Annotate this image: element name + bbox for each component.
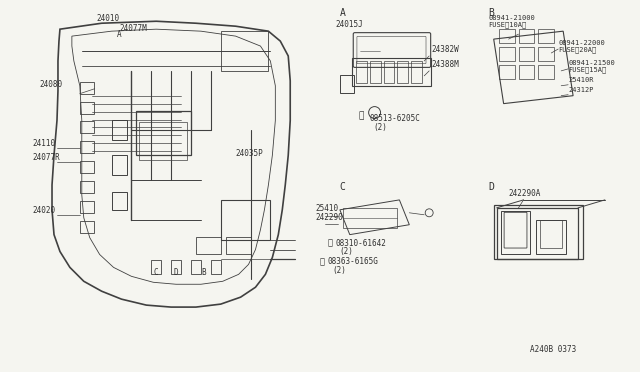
Bar <box>340 75 354 93</box>
Text: (2): (2) <box>374 124 387 132</box>
Text: Ⓢ: Ⓢ <box>328 238 333 247</box>
Bar <box>80 161 93 173</box>
Bar <box>497 208 578 259</box>
Bar <box>136 110 191 155</box>
Text: D: D <box>173 268 178 277</box>
Bar <box>540 220 562 247</box>
Text: A240B 0373: A240B 0373 <box>530 345 577 354</box>
Text: 242290: 242290 <box>315 213 343 222</box>
Text: B: B <box>201 268 205 277</box>
Bar <box>221 31 268 71</box>
Bar <box>111 192 127 210</box>
Bar <box>370 61 381 83</box>
Bar <box>352 58 431 86</box>
Text: 24388M: 24388M <box>431 60 459 69</box>
Bar <box>383 61 394 83</box>
Text: A: A <box>340 8 346 18</box>
Text: D: D <box>489 182 495 192</box>
Bar <box>499 29 515 43</box>
Bar <box>80 122 93 134</box>
Text: 24312P: 24312P <box>568 87 594 93</box>
Text: 08513-6205C: 08513-6205C <box>370 115 420 124</box>
Text: FUSE、15A】: FUSE、15A】 <box>568 66 606 73</box>
Bar <box>80 221 93 232</box>
Bar <box>343 208 397 228</box>
Text: 24077M: 24077M <box>120 24 147 33</box>
Bar <box>80 102 93 113</box>
Bar <box>196 237 221 254</box>
Text: 24020: 24020 <box>32 206 55 215</box>
Bar <box>80 181 93 193</box>
Bar <box>226 237 250 254</box>
Bar <box>191 260 201 274</box>
Bar <box>500 211 531 254</box>
Text: 08941-21500: 08941-21500 <box>568 60 615 66</box>
Text: C: C <box>153 268 158 277</box>
Bar <box>538 65 554 79</box>
Bar <box>80 82 93 94</box>
Bar <box>221 200 270 240</box>
Bar <box>80 141 93 153</box>
Bar <box>140 122 187 160</box>
Bar <box>111 155 127 175</box>
Bar <box>412 61 422 83</box>
Bar <box>151 260 161 274</box>
Bar <box>493 205 583 259</box>
Text: (2): (2) <box>340 247 354 256</box>
Text: 24010: 24010 <box>97 14 120 23</box>
Bar <box>518 47 534 61</box>
Text: 08310-61642: 08310-61642 <box>336 238 387 247</box>
Text: 08941-21000: 08941-21000 <box>489 15 536 21</box>
Text: 24382W: 24382W <box>431 45 459 54</box>
Text: FUSE、10A】: FUSE、10A】 <box>489 22 527 28</box>
Bar <box>397 61 408 83</box>
Bar <box>536 220 566 254</box>
Bar <box>499 47 515 61</box>
Text: 24077R: 24077R <box>32 153 60 162</box>
Bar <box>518 65 534 79</box>
Text: 08941-22000: 08941-22000 <box>558 40 605 46</box>
Bar <box>538 29 554 43</box>
Bar <box>80 201 93 213</box>
Bar <box>111 121 127 140</box>
Text: 24110: 24110 <box>32 139 55 148</box>
Bar <box>518 29 534 43</box>
Text: 08363-6165G: 08363-6165G <box>328 257 379 266</box>
Text: FUSE、20A】: FUSE、20A】 <box>558 46 596 53</box>
Text: 24015J: 24015J <box>336 20 364 29</box>
Text: 25410: 25410 <box>315 204 338 213</box>
Bar <box>538 47 554 61</box>
Text: 242290A: 242290A <box>509 189 541 198</box>
Bar <box>499 65 515 79</box>
Text: 24035P: 24035P <box>236 149 264 158</box>
Text: 24080: 24080 <box>39 80 62 89</box>
Text: B: B <box>489 8 495 18</box>
Text: (2): (2) <box>332 266 346 275</box>
Bar <box>171 260 181 274</box>
Bar <box>211 260 221 274</box>
Text: 25410R: 25410R <box>568 77 594 83</box>
Bar <box>356 61 367 83</box>
Text: A: A <box>116 30 121 39</box>
Text: C: C <box>340 182 346 192</box>
Text: Ⓢ: Ⓢ <box>358 112 364 121</box>
Text: Ⓢ: Ⓢ <box>320 257 325 266</box>
